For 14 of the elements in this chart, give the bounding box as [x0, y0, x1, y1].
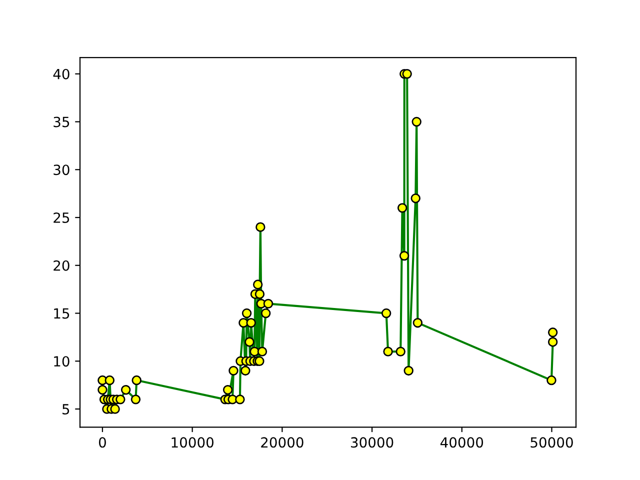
x-tick-label: 40000 — [440, 437, 484, 448]
y-tick-label: 15 — [54, 308, 70, 319]
x-tick-label: 10000 — [172, 437, 214, 448]
y-tick-label: 10 — [54, 356, 70, 367]
x-tick-label: 30000 — [350, 437, 394, 448]
x-tick-label: 20000 — [261, 437, 304, 448]
y-tick-label: 40 — [53, 68, 70, 80]
y-tick-label: 25 — [54, 212, 70, 223]
y-tick-label: 35 — [54, 116, 70, 128]
x-tick-label: 0 — [98, 437, 106, 448]
y-tick-label: 30 — [54, 164, 70, 176]
y-tick-label: 5 — [62, 404, 70, 414]
y-tick-label: 20 — [54, 260, 70, 271]
x-tick-label: 50000 — [530, 437, 573, 448]
